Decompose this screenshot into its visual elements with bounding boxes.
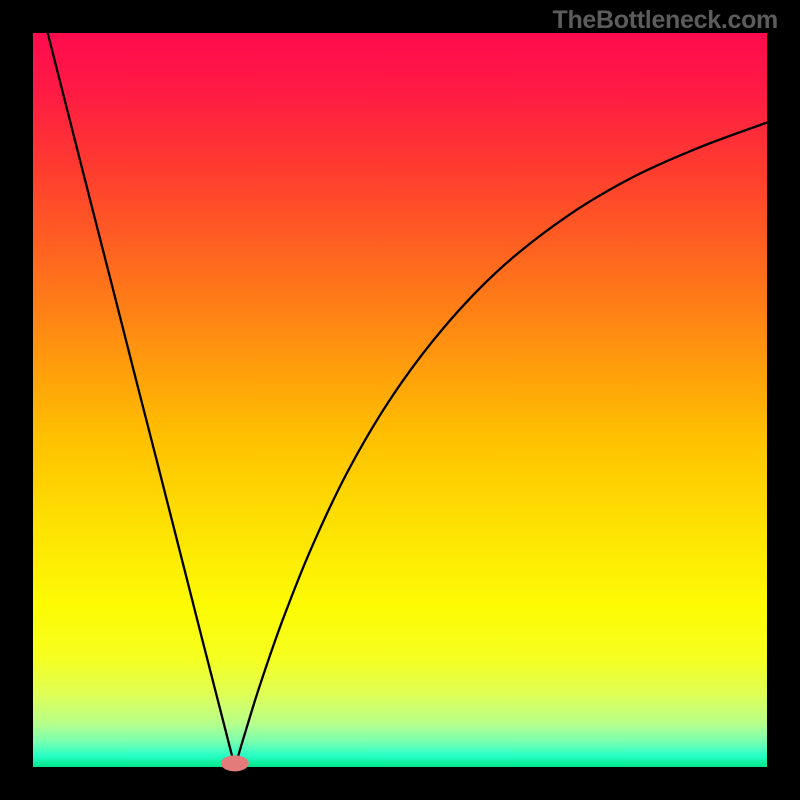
optimal-marker — [0, 0, 800, 800]
